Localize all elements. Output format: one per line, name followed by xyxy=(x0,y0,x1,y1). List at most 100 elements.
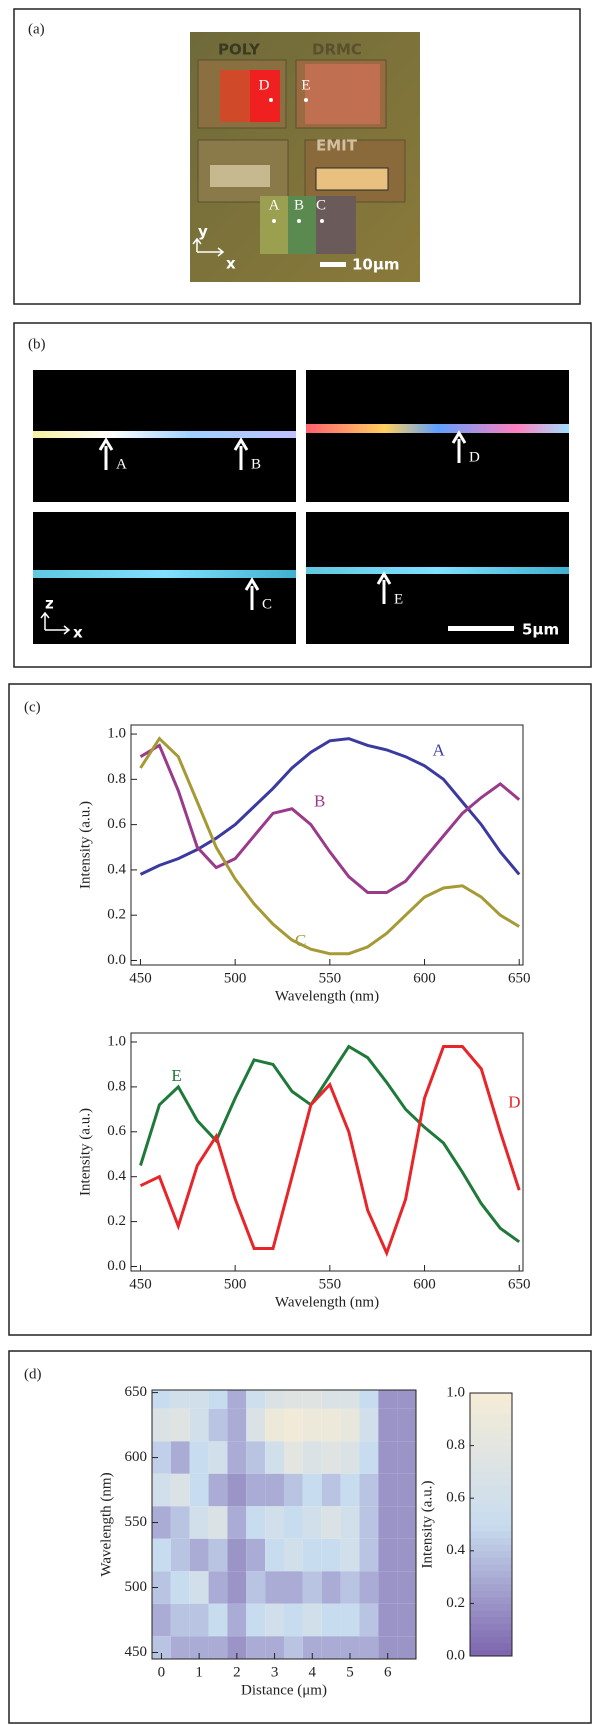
axis-label: x xyxy=(73,624,83,642)
heat-cell xyxy=(397,1538,416,1572)
heat-cell xyxy=(302,1506,322,1539)
heat-cell xyxy=(359,1571,379,1604)
axis-label: z xyxy=(45,595,54,613)
colorbar-step xyxy=(470,1465,512,1473)
colorbar-tick-label: 1.0 xyxy=(446,1384,465,1400)
axis-label: y xyxy=(198,223,208,241)
series-label: E xyxy=(171,1066,181,1085)
colorbar-tick-label: 0.4 xyxy=(446,1542,465,1558)
heat-cell xyxy=(152,1506,171,1539)
colorbar-step xyxy=(470,1471,512,1479)
data-line xyxy=(139,1045,521,1258)
heat-cell xyxy=(302,1571,322,1604)
heat-cell xyxy=(189,1473,209,1507)
colorbar-step xyxy=(470,1642,512,1650)
heat-cell xyxy=(302,1603,322,1637)
heat-cell xyxy=(170,1571,190,1604)
y-axis-label: Wavelength (nm) xyxy=(98,1472,114,1576)
heat-cell xyxy=(321,1408,341,1442)
colorbar-step xyxy=(470,1563,512,1572)
heat-cell xyxy=(378,1441,398,1474)
heat-cell xyxy=(265,1441,284,1474)
heat-cell xyxy=(152,1603,171,1637)
x-tick-label: 450 xyxy=(129,1276,152,1292)
x-tick-label: 0 xyxy=(158,1664,166,1680)
heat-cell xyxy=(246,1473,266,1507)
colorbar-step xyxy=(470,1432,512,1440)
heat-cell xyxy=(378,1473,398,1507)
colorbar-step xyxy=(470,1557,512,1565)
heat-cell xyxy=(227,1571,247,1604)
x-tick-label: 6 xyxy=(384,1664,392,1680)
colorbar-step xyxy=(470,1531,512,1539)
heat-cell xyxy=(227,1390,247,1409)
heat-cell xyxy=(265,1636,284,1659)
colorbar-step xyxy=(470,1577,512,1585)
marker-label: C xyxy=(262,596,272,612)
heat-cell xyxy=(397,1636,416,1659)
x-tick-label: 650 xyxy=(508,970,531,986)
heat-cell xyxy=(321,1441,341,1474)
y-tick-label: 1.0 xyxy=(107,1033,126,1049)
colorbar-step xyxy=(470,1649,512,1657)
y-tick-label: 650 xyxy=(125,1384,148,1400)
heat-cell xyxy=(397,1408,416,1442)
heat-cell xyxy=(340,1506,360,1539)
heat-cell xyxy=(246,1571,266,1604)
heat-cell xyxy=(284,1408,303,1442)
colorbar-tick-label: 0.8 xyxy=(446,1437,465,1453)
colorbar-step xyxy=(470,1452,512,1460)
heat-cell xyxy=(208,1538,228,1572)
heat-cell xyxy=(321,1390,341,1409)
colorbar-step xyxy=(470,1616,512,1624)
heat-cell xyxy=(189,1408,209,1442)
x-tick-label: 1 xyxy=(195,1664,203,1680)
colorbar-step xyxy=(470,1583,512,1591)
heat-cell xyxy=(170,1441,190,1474)
point-label: C xyxy=(316,197,326,213)
heat-cell xyxy=(246,1441,266,1474)
x-tick-label: 5 xyxy=(346,1664,354,1680)
heat-cell xyxy=(189,1390,209,1409)
panel-c: (c) xyxy=(8,683,592,1336)
point-label: B xyxy=(294,197,304,213)
panel-label: (a) xyxy=(28,21,45,37)
heat-cell xyxy=(302,1538,322,1572)
heat-cell xyxy=(302,1473,322,1507)
heat-cell xyxy=(152,1390,171,1409)
x-tick-label: 450 xyxy=(129,970,152,986)
heat-cell xyxy=(397,1390,416,1409)
data-line xyxy=(139,743,521,894)
x-axis-label: Wavelength (nm) xyxy=(275,988,379,1004)
data-line xyxy=(139,1044,521,1244)
heat-cell xyxy=(246,1408,266,1442)
heat-cell xyxy=(170,1538,190,1572)
heat-cell xyxy=(227,1636,247,1659)
heat-cell xyxy=(302,1408,322,1442)
x-tick-label: 550 xyxy=(319,1276,342,1292)
colorbar-step xyxy=(470,1537,512,1545)
panel-label: (b) xyxy=(28,336,46,352)
y-axis-label: Intensity (a.u.) xyxy=(77,1108,93,1196)
heat-cell xyxy=(265,1506,284,1539)
heat-cell xyxy=(378,1408,398,1442)
axis-label: x xyxy=(226,255,236,273)
heat-cell xyxy=(284,1441,303,1474)
heat-cell xyxy=(208,1473,228,1507)
colorbar-step xyxy=(470,1550,512,1558)
colorbar-step xyxy=(470,1406,512,1414)
colorbar-step xyxy=(470,1636,512,1644)
colorbar-step xyxy=(470,1603,512,1611)
heat-cell xyxy=(340,1538,360,1572)
heat-cell xyxy=(378,1603,398,1637)
colorbar-frame xyxy=(469,1392,513,1657)
heat-cell xyxy=(340,1408,360,1442)
y-tick-label: 0.2 xyxy=(107,907,126,923)
heat-cell xyxy=(378,1390,398,1409)
marker-label: A xyxy=(116,456,127,472)
x-tick-label: 2 xyxy=(233,1664,241,1680)
heat-cell xyxy=(340,1571,360,1604)
x-tick-label: 550 xyxy=(319,970,342,986)
data-line xyxy=(139,737,521,876)
series-label: A xyxy=(433,741,446,760)
